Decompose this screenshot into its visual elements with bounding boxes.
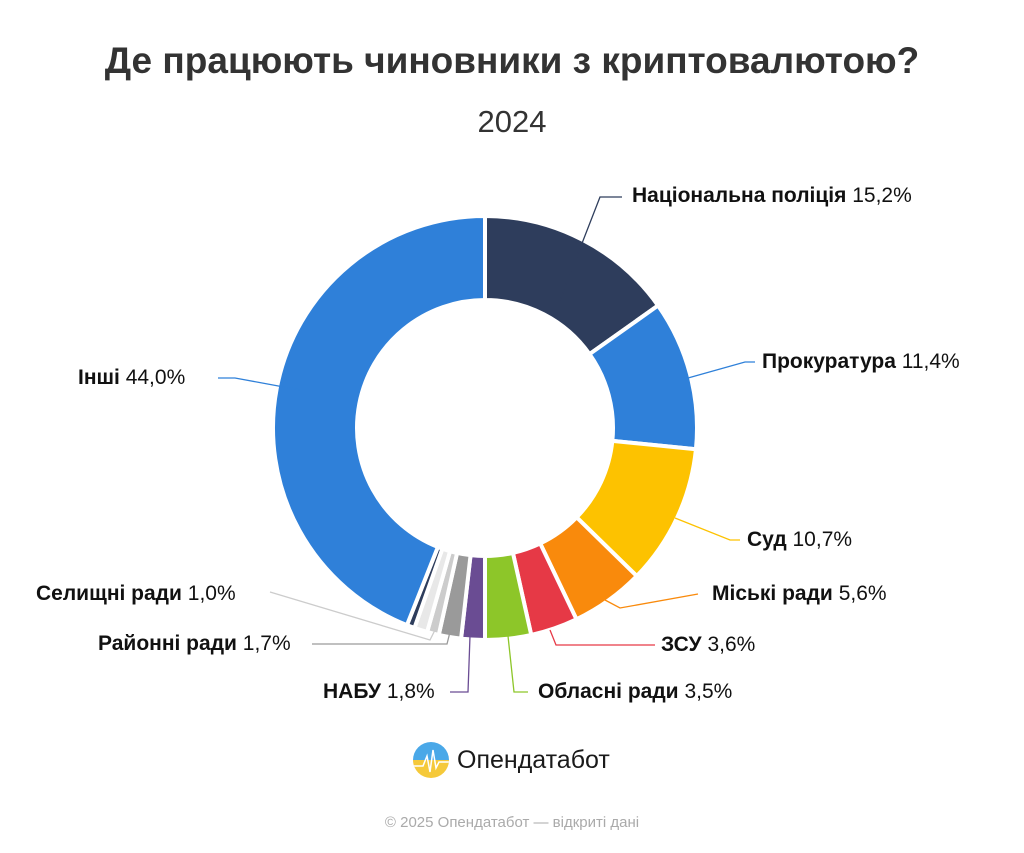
footer-copyright: © 2025 Опендатабот — відкриті дані [384,814,640,831]
label-national-police: Національна поліція 15,2% [632,184,912,207]
leader-line [604,593,699,609]
brand-name: Опендатабот [457,745,610,774]
chart-subtitle: 2024 [477,104,547,139]
label-armed-forces: ЗСУ 3,6% [661,633,756,656]
chart-title: Де працюють чиновники з криптовалютою? [104,40,920,81]
leader-line [549,629,655,646]
leader-line [507,635,528,693]
leader-line [687,361,755,379]
label-court: Суд 10,7% [747,528,853,551]
leader-line [674,517,740,541]
leader-line [218,377,301,391]
label-nabu: НАБУ 1,8% [323,680,435,703]
leader-line [559,196,622,301]
label-district-councils: Районні ради 1,7% [98,632,291,655]
label-city-councils: Міські ради 5,6% [712,582,887,605]
label-prosecutor: Прокуратура 11,4% [762,350,960,373]
brand-logo-icon [413,742,449,778]
leader-line [312,631,451,645]
leader-line [450,635,471,693]
slice-інші [271,214,487,628]
label-others: Інші 44,0% [78,366,186,389]
label-village-councils: Селищні ради 1,0% [36,582,236,605]
brand-logo: Опендатабот [413,742,610,778]
leader-line [269,591,436,641]
label-regional-councils: Обласні ради 3,5% [538,680,733,703]
